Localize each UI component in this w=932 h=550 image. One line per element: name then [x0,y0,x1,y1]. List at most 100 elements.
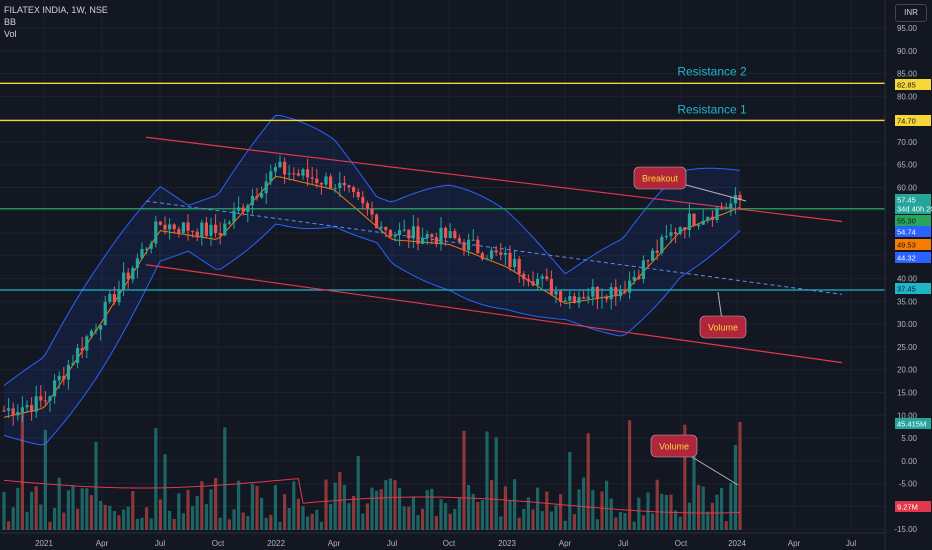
volume-bar [471,493,475,530]
candle-body [131,267,135,280]
candle-body [315,178,319,184]
candle-body [370,209,374,215]
volume-bar [683,424,687,530]
candle-body [632,276,636,281]
candle-body [517,258,521,274]
price-tick-label: 70.00 [897,138,918,147]
volume-bar [310,513,314,530]
volume-bar [214,477,218,530]
volume-bar [269,514,273,530]
time-tick-label: Oct [675,539,688,548]
candle-body [522,273,526,280]
price-label-box [895,226,931,237]
callouts: Breakout Volume Volume [633,166,747,486]
price-label-box [895,283,931,294]
price-label-box [895,215,931,226]
volume-bar [628,420,632,530]
candle-body [411,226,415,239]
candle-body [246,205,250,212]
candle-body [296,173,300,176]
volume-bar [623,513,627,530]
volume-bar [135,518,139,530]
volume-bar [319,521,323,530]
volume-bar [227,519,231,530]
candle-body [618,289,622,297]
volume-bar [411,496,415,530]
indicator-vol-label[interactable]: Vol [4,29,17,39]
price-tick-label: 15.00 [897,388,918,397]
volume-bar [89,495,93,530]
price-label-text: 74.70 [897,117,916,126]
candle-body [11,408,15,416]
volume-bar [485,431,489,530]
volume-bar [577,489,581,530]
candle-body [513,258,517,268]
channel-lower-line [145,264,843,364]
candle-body [646,260,650,262]
volume-bar [434,515,438,530]
volume-bar [39,504,43,530]
candle-body [554,291,558,295]
candle-body [669,232,673,236]
candle-body [57,375,61,381]
volume-bar [112,511,116,530]
volume-bar [724,521,728,530]
candle-body [16,411,20,416]
candle-body [462,242,466,251]
volume-bar [361,513,365,530]
volume-bar [204,504,208,530]
volume-bar [720,488,724,530]
volume-bar [108,505,112,530]
candle-body [453,231,457,239]
volume-bar [522,508,526,530]
volume-bar [384,480,388,530]
volume-bar [43,429,47,530]
channel-mid-line [145,200,843,295]
candle-body [191,230,195,232]
candle-body [154,221,158,244]
candle-body [177,229,181,234]
candle-body [324,176,328,185]
candle-body [39,396,43,401]
volume-bar [605,480,609,530]
candle-body [223,223,227,236]
volume-bar [131,491,135,530]
candle-body [531,281,535,286]
volume-bar [499,516,503,530]
candle-body [609,287,613,300]
volume-bar [186,489,190,530]
candle-body [526,279,530,282]
candle-body [687,213,691,230]
volume-bar [71,485,75,530]
currency-button[interactable]: INR [895,4,927,22]
candle-body [227,222,231,224]
volume-bar [490,480,494,530]
volume-bar [181,513,185,530]
candle-body [393,235,397,237]
price-tick-label: 90.00 [897,47,918,56]
price-tick-label: 30.00 [897,320,918,329]
candle-body [168,224,172,230]
price-label-text: 34d 40h 20 [897,205,932,214]
volume-bar [375,490,379,530]
time-tick-label: Apr [559,539,572,548]
volume-bar [568,452,572,530]
price-tick-label: 85.00 [897,70,918,79]
candle-body [623,289,627,293]
candle-body [53,380,57,397]
volume-bar [250,483,254,530]
volume-bar [296,498,300,530]
annotation-resistance-1: Resistance 1 [677,102,747,116]
time-tick-label: Apr [96,539,109,548]
candle-body [34,396,38,412]
candle-body [480,253,484,260]
candle-body [232,210,236,223]
volume-bar [94,441,98,530]
candle-body [577,297,581,304]
volume-bar [591,490,595,530]
volume-bar [158,499,162,530]
symbol-title[interactable]: FILATEX INDIA, 1W, NSE [4,5,108,15]
indicator-bb-label[interactable]: BB [4,17,17,27]
